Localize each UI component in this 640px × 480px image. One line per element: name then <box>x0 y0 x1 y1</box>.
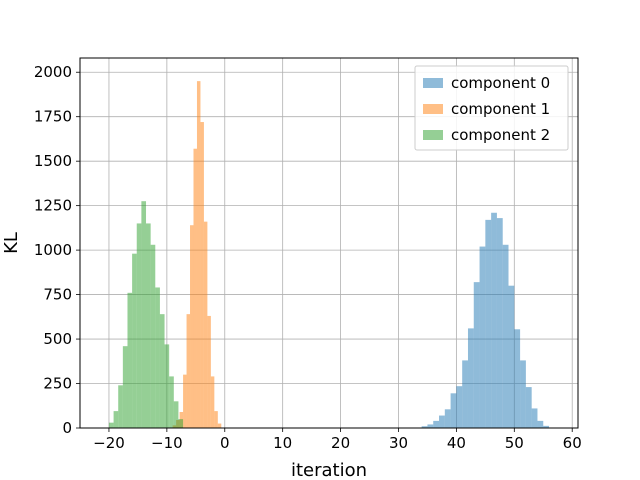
legend-swatch <box>423 104 443 114</box>
x-tick-label: 20 <box>331 434 350 452</box>
y-tick-label: 1750 <box>34 108 72 126</box>
series-1 <box>172 81 222 429</box>
histogram-bar <box>155 287 160 428</box>
series-0 <box>421 212 550 428</box>
histogram-bar <box>113 411 119 428</box>
histogram-bar <box>141 201 147 428</box>
y-tick-label: 750 <box>43 286 72 304</box>
legend-swatch <box>423 130 443 140</box>
histogram-bar <box>467 328 474 428</box>
legend-label: component 0 <box>451 74 550 92</box>
histogram-bar <box>479 246 486 428</box>
histogram-bar <box>537 420 544 428</box>
y-tick-label: 0 <box>62 419 72 437</box>
histogram-bar <box>190 225 194 428</box>
histogram-bar <box>427 424 434 428</box>
histogram-bar <box>150 244 156 428</box>
histogram-bar <box>173 401 179 428</box>
histogram-bar <box>178 419 184 428</box>
x-tick-label: 10 <box>273 434 292 452</box>
y-tick-label: 1000 <box>34 241 72 259</box>
y-tick-label: 2000 <box>34 63 72 81</box>
y-axis-label: KL <box>1 232 22 254</box>
histogram-bar <box>531 408 538 428</box>
series-2 <box>108 201 184 428</box>
histogram-bar <box>203 221 208 428</box>
x-tick-label: −10 <box>151 434 183 452</box>
histogram-bar <box>485 219 492 428</box>
legend-box <box>414 65 569 151</box>
histogram-bar <box>456 386 463 428</box>
histogram-bar <box>450 393 457 428</box>
y-tick-label: 1500 <box>34 152 72 170</box>
y-tick-label: 500 <box>43 330 72 348</box>
histogram-bar <box>207 315 211 428</box>
histogram-bar <box>473 282 480 428</box>
x-tick-label: 50 <box>505 434 524 452</box>
histogram-bar <box>520 360 526 428</box>
histogram-bar <box>196 81 201 428</box>
histogram-bar <box>514 329 521 428</box>
histogram-bar <box>186 314 191 428</box>
histogram-bar <box>508 285 515 428</box>
histogram-bar <box>502 244 509 428</box>
histogram-bar <box>444 409 451 428</box>
plot-frame <box>79 57 579 429</box>
histogram-bar <box>217 423 222 428</box>
y-tick-label: 1250 <box>34 197 72 215</box>
histogram-bar <box>433 420 440 428</box>
histogram-bar <box>183 374 187 428</box>
histogram-bars <box>108 81 550 429</box>
histogram-bar <box>146 223 151 428</box>
histogram-bar <box>421 426 428 428</box>
histogram-bar <box>169 376 174 428</box>
histogram-bar <box>491 212 497 428</box>
histogram-bar <box>164 344 170 428</box>
x-axis: −20 −10 0 10 20 30 40 50 60 <box>93 428 582 452</box>
histogram-bar <box>136 223 142 428</box>
x-tick-label: 0 <box>220 434 230 452</box>
histogram-bar <box>118 385 123 428</box>
x-tick-label: 40 <box>447 434 466 452</box>
histogram-bar <box>496 218 503 428</box>
histogram-bar <box>132 253 137 428</box>
x-axis-label: iteration <box>291 460 367 480</box>
histogram-bar <box>462 360 468 428</box>
legend: component 0 component 1 component 2 <box>414 65 569 151</box>
histogram-bar <box>193 148 197 428</box>
histogram-bar <box>108 422 114 428</box>
histogram-bar <box>439 415 445 428</box>
histogram-bar <box>543 425 550 428</box>
histogram-bar <box>159 314 165 428</box>
histogram-bar <box>525 387 532 428</box>
legend-label: component 2 <box>451 126 550 144</box>
x-tick-label: 30 <box>389 434 408 452</box>
legend-swatch <box>423 78 443 88</box>
histogram-bar <box>127 292 133 428</box>
x-tick-label: 60 <box>563 434 582 452</box>
histogram-bar <box>210 376 215 428</box>
y-axis: 0 250 500 750 1000 1250 1500 1750 2000 <box>34 63 80 437</box>
histogram-bar <box>122 346 128 428</box>
y-tick-label: 250 <box>43 375 72 393</box>
x-tick-label: −20 <box>93 434 125 452</box>
histogram-bar <box>200 122 204 429</box>
histogram-bar <box>214 411 218 428</box>
legend-label: component 1 <box>451 100 550 118</box>
